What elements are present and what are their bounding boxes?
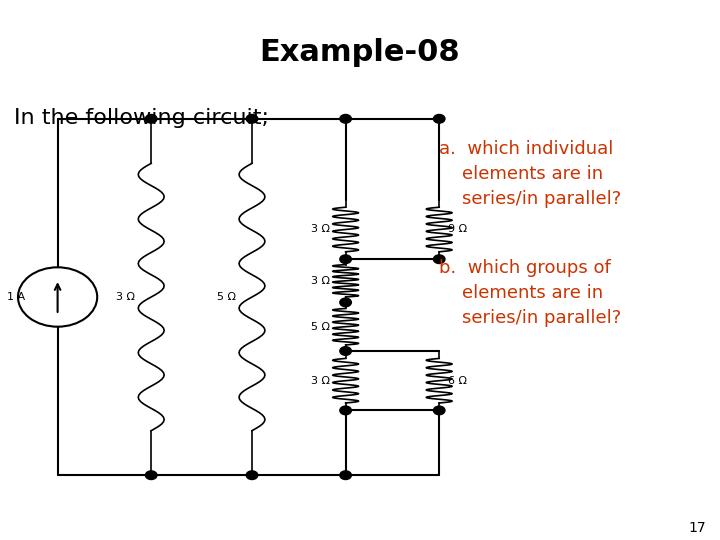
Circle shape (246, 471, 258, 480)
Circle shape (145, 114, 157, 123)
Circle shape (433, 114, 445, 123)
Circle shape (340, 471, 351, 480)
Circle shape (246, 114, 258, 123)
Circle shape (340, 347, 351, 355)
Text: 17: 17 (688, 521, 706, 535)
Circle shape (433, 255, 445, 264)
Text: b.  which groups of
    elements are in
    series/in parallel?: b. which groups of elements are in serie… (439, 259, 621, 327)
Text: 1 A: 1 A (7, 292, 25, 302)
Text: a.  which individual
    elements are in
    series/in parallel?: a. which individual elements are in seri… (439, 140, 621, 208)
Text: 3 Ω: 3 Ω (311, 225, 330, 234)
Circle shape (340, 114, 351, 123)
Text: 6 Ω: 6 Ω (448, 376, 467, 386)
Circle shape (145, 471, 157, 480)
Text: 3 Ω: 3 Ω (117, 292, 135, 302)
Text: 9 Ω: 9 Ω (448, 225, 467, 234)
Text: 3 Ω: 3 Ω (311, 376, 330, 386)
Circle shape (340, 255, 351, 264)
Circle shape (340, 406, 351, 415)
Text: 5 Ω: 5 Ω (217, 292, 236, 302)
Text: In the following circuit;: In the following circuit; (14, 108, 269, 128)
Text: 3 Ω: 3 Ω (311, 276, 330, 286)
Text: 5 Ω: 5 Ω (311, 322, 330, 332)
Text: Example-08: Example-08 (260, 38, 460, 67)
Circle shape (433, 406, 445, 415)
Circle shape (340, 298, 351, 307)
